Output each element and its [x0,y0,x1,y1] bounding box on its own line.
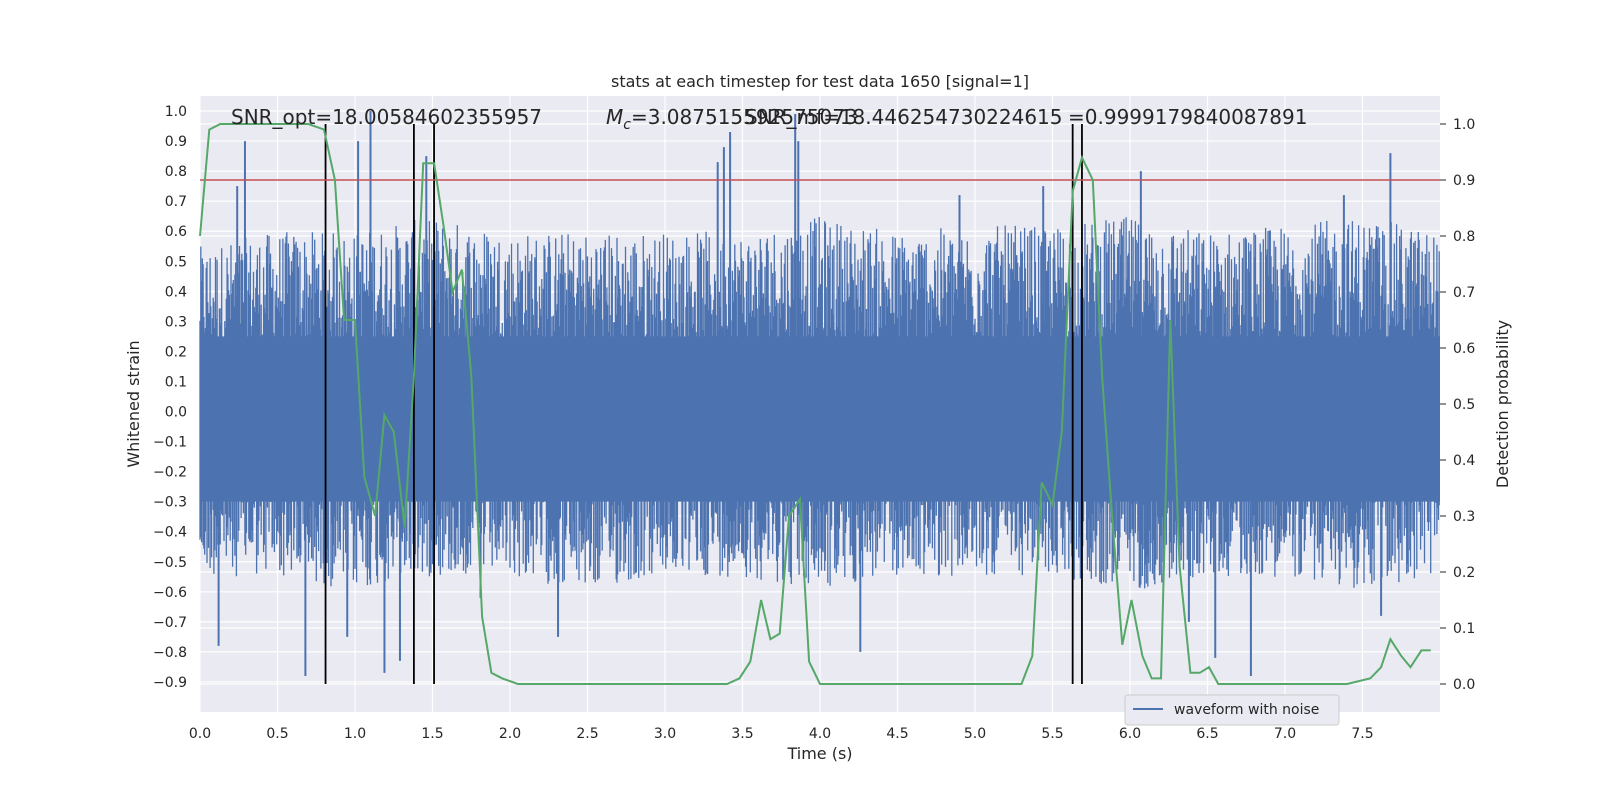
x-tick-label: 7.5 [1351,726,1373,742]
y-axis-label: Whitened strain [124,340,143,467]
snr-opt-annotation: SNR_opt=18.00584602355957 [231,105,542,129]
y-tick-label: −0.6 [153,585,187,601]
y-tick-label: 0.7 [165,194,187,210]
probability-annotation: =0.9999179840087891 [1068,105,1307,129]
x-tick-label: 6.5 [1196,726,1218,742]
y-tick-label: 0.0 [165,405,187,421]
y2-tick-label: 0.5 [1453,397,1475,413]
y-tick-label: −0.2 [153,465,187,481]
x-tick-label: 4.5 [886,726,908,742]
y-tick-label: −0.1 [153,435,187,451]
x-tick-label: 6.0 [1119,726,1141,742]
y2-tick-label: 0.6 [1453,341,1475,357]
legend-label: waveform with noise [1174,702,1319,718]
x-axis-ticks: 0.0 0.5 1.0 1.5 2.0 2.5 3.0 3.5 4.0 4.5 5.0 5.5 6.0 6… [189,726,1374,742]
y2-tick-label: 0.1 [1453,621,1475,637]
y-tick-label: 1.0 [165,104,187,120]
x-tick-label: 3.5 [731,726,753,742]
y-tick-label: −0.8 [153,645,187,661]
x-tick-label: 2.5 [576,726,598,742]
y-tick-label: 0.1 [165,374,187,390]
x-axis-label: Time (s) [786,744,852,763]
y2-tick-label: 0.0 [1453,677,1475,693]
y-tick-label: 0.4 [165,284,187,300]
x-tick-label: 5.5 [1041,726,1063,742]
legend: waveform with noise [1124,694,1340,726]
y-tick-label: −0.4 [153,525,187,541]
y-tick-label: −0.9 [153,675,187,691]
x-tick-label: 5.0 [964,726,986,742]
y-tick-label: 0.8 [165,164,187,180]
x-tick-label: 1.5 [421,726,443,742]
y-tick-label: −0.3 [153,495,187,511]
y-tick-label: −0.5 [153,555,187,571]
y2-tick-label: 0.8 [1453,229,1475,245]
legend-box [1124,694,1340,726]
y2-tick-label: 0.9 [1453,173,1475,189]
y2-tick-label: 0.4 [1453,453,1475,469]
y-tick-label: 0.6 [165,224,187,240]
chirp-mass-annotation: Mc=3.087515592575073 [606,105,858,133]
waveform-core [200,336,1440,502]
y2-tick-label: 1.0 [1453,117,1475,133]
x-tick-label: 0.0 [189,726,211,742]
y2-tick-label: 0.7 [1453,285,1475,301]
y-tick-label: 0.5 [165,254,187,270]
mc-value: =3.087515592575073 [631,105,858,129]
y-tick-label: 0.3 [165,314,187,330]
y-tick-label: −0.7 [153,615,187,631]
y-axis-ticks: 1.0 0.9 0.8 0.7 0.6 0.5 0.4 0.3 0.2 0.1 0.0 −0.1 −0.… [153,104,187,691]
x-tick-label: 7.0 [1274,726,1296,742]
snr-mf-annotation: SNR_mf=18.446254730224615 [745,105,1063,129]
mc-subscript: c [623,117,631,133]
vertical-markers [324,124,1083,684]
y-tick-label: 0.2 [165,344,187,360]
chart-title: stats at each timestep for test data 165… [611,72,1029,91]
y2-axis-label: Detection probability [1493,320,1512,488]
x-tick-label: 0.5 [266,726,288,742]
x-tick-label: 3.0 [654,726,676,742]
mc-symbol: M [606,105,623,129]
y-tick-label: 0.9 [165,134,187,150]
x-tick-label: 1.0 [344,726,366,742]
y2-tick-label: 0.2 [1453,565,1475,581]
y2-tick-label: 0.3 [1453,509,1475,525]
detection-probability-line [199,123,1431,685]
waveform-with-noise-series [199,111,1440,676]
x-tick-label: 2.0 [499,726,521,742]
x-tick-label: 4.0 [809,726,831,742]
y2-axis-ticks: 1.0 0.9 0.8 0.7 0.6 0.5 0.4 0.3 0.2 0.1 0.0 [1440,117,1475,693]
